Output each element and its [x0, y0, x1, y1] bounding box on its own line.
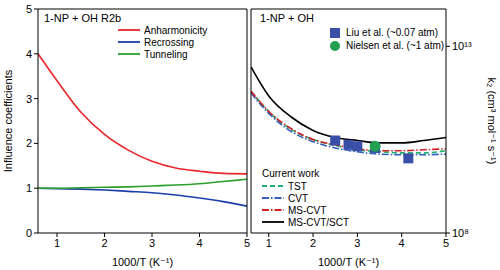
html-text:1-NP + OH R2b: 1-NP + OH R2b — [44, 12, 122, 24]
svg-text:4: 4 — [399, 237, 405, 249]
svg-text:1: 1 — [266, 237, 272, 249]
html-text:TST: TST — [288, 180, 307, 192]
html-text:Nielsen et al. (~1 atm): Nielsen et al. (~1 atm) — [346, 40, 445, 51]
html-text:CVT: CVT — [288, 192, 308, 204]
svg-text:2: 2 — [101, 237, 107, 249]
svg-text:10⁸: 10⁸ — [452, 227, 469, 239]
html-text:1-NP + OH: 1-NP + OH — [260, 12, 314, 24]
svg-text:5: 5 — [26, 3, 32, 15]
svg-text:Influence coefficients: Influence coefficients — [2, 69, 14, 172]
svg-text:2: 2 — [310, 237, 316, 249]
svg-text:2: 2 — [26, 137, 32, 149]
svg-text:4: 4 — [196, 237, 202, 249]
svg-text:k₂ (cm³ mol⁻¹ s⁻¹): k₂ (cm³ mol⁻¹ s⁻¹) — [486, 78, 498, 165]
svg-text:0: 0 — [26, 227, 32, 239]
svg-text:1000/T (K⁻¹): 1000/T (K⁻¹) — [112, 256, 173, 268]
html-text:Recrossing: Recrossing — [144, 36, 194, 48]
svg-text:1: 1 — [26, 182, 32, 194]
svg-text:10¹³: 10¹³ — [452, 40, 472, 52]
svg-text:3: 3 — [26, 93, 32, 105]
html-text:MS-CVT: MS-CVT — [288, 204, 327, 216]
svg-text:1: 1 — [54, 237, 60, 249]
html-text:Liu et al. (~0.07 atm): Liu et al. (~0.07 atm) — [346, 27, 438, 38]
svg-text:5: 5 — [443, 237, 449, 249]
svg-text:3: 3 — [149, 237, 155, 249]
html-text:Tunneling: Tunneling — [144, 48, 188, 60]
html-text:Anharmonicity: Anharmonicity — [144, 24, 208, 36]
html-text:MS-CVT/SCT: MS-CVT/SCT — [288, 216, 350, 228]
svg-text:3: 3 — [354, 237, 360, 249]
html-text:Current work: Current work — [262, 168, 320, 179]
svg-text:4: 4 — [26, 48, 32, 60]
svg-text:5: 5 — [244, 237, 250, 249]
svg-text:1000/T (K⁻¹): 1000/T (K⁻¹) — [318, 256, 379, 268]
